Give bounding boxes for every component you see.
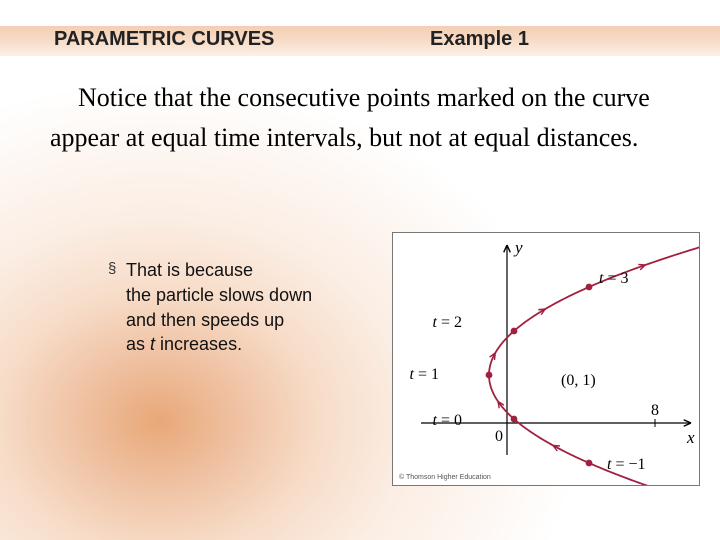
- paragraph-text: Notice that the consecutive points marke…: [50, 83, 650, 152]
- bullet-line-1: That is because: [126, 260, 253, 280]
- bullet-block: § That is because the particle slows dow…: [108, 258, 368, 357]
- bullet-square-icon: §: [108, 258, 126, 279]
- svg-text:8: 8: [651, 402, 659, 419]
- bullet-line-3: and then speeds up: [126, 310, 284, 330]
- bullet-line-2: the particle slows down: [126, 285, 312, 305]
- svg-text:(0, 1): (0, 1): [561, 372, 596, 389]
- bullet-line-4a: as: [126, 334, 150, 354]
- parametric-curve-figure: 8 y x 0 t = −1 t = 0 t = 1 t = 2 t = 3 (0, 1) © T…: [392, 232, 700, 486]
- figure-credit: © Thomson Higher Education: [399, 474, 491, 481]
- svg-text:t = 1: t = 1: [410, 366, 439, 383]
- bullet-text: That is because the particle slows down …: [126, 258, 312, 357]
- svg-text:t = 3: t = 3: [599, 270, 628, 287]
- svg-text:x: x: [686, 428, 695, 447]
- figure-svg: 8 y x 0 t = −1 t = 0 t = 1 t = 2 t = 3 (0, 1): [393, 233, 699, 485]
- example-label: Example 1: [430, 28, 529, 51]
- svg-text:t = 0: t = 0: [433, 412, 462, 429]
- section-title: PARAMETRIC CURVES: [54, 28, 274, 51]
- svg-text:y: y: [513, 238, 523, 257]
- bullet-line-4b: increases.: [155, 334, 242, 354]
- svg-text:t = 2: t = 2: [433, 314, 462, 331]
- svg-text:0: 0: [495, 428, 503, 445]
- svg-text:t = −1: t = −1: [607, 456, 646, 473]
- body-paragraph: Notice that the consecutive points marke…: [50, 78, 680, 159]
